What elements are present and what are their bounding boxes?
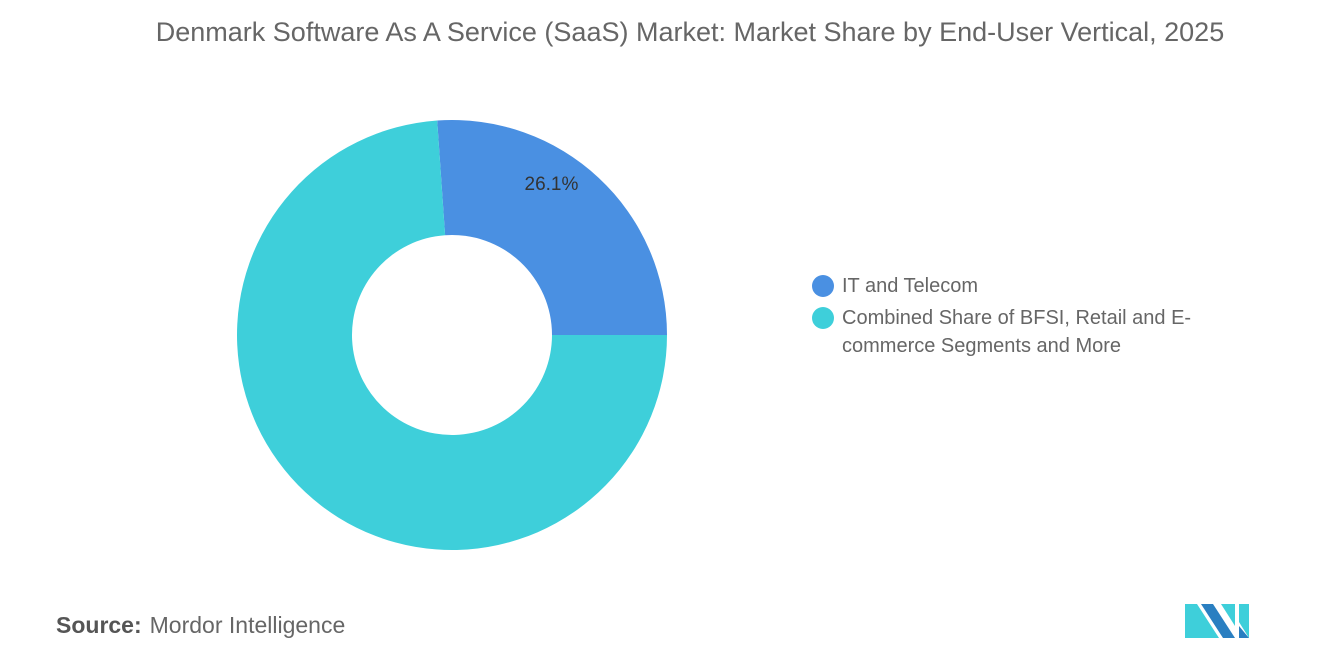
legend-label: IT and Telecom	[842, 275, 979, 297]
slice-0	[437, 119, 667, 336]
legend-swatch	[812, 307, 834, 329]
legend-swatch	[812, 275, 834, 297]
source-note: Source: Mordor Intelligence	[56, 612, 345, 639]
chart-title: Denmark Software As A Service (SaaS) Mar…	[155, 17, 1225, 47]
legend: IT and Telecom Combined Share of BFSI, R…	[812, 272, 1212, 364]
data-label: 26.1%	[525, 174, 579, 195]
mordor-logo	[1185, 604, 1249, 638]
source-label: Source:	[56, 612, 142, 638]
legend-item: IT and Telecom	[812, 272, 1212, 300]
legend-item: Combined Share of BFSI, Retail and E-com…	[812, 304, 1212, 360]
legend-label: Combined Share of BFSI, Retail and E-com…	[842, 307, 1192, 357]
source-value: Mordor Intelligence	[149, 612, 346, 638]
slice-1	[237, 120, 667, 550]
